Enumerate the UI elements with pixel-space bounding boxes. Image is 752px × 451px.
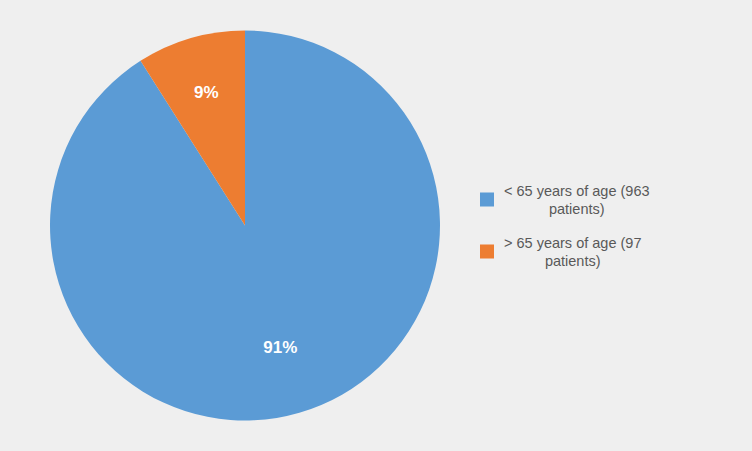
legend-label-line: > 65 years of age (97 — [504, 235, 641, 251]
legend-label: < 65 years of age (963 patients) — [504, 183, 650, 217]
legend-item: > 65 years of age (97 patients) — [480, 235, 641, 269]
data-label: 9% — [194, 83, 219, 102]
pie-slice — [141, 31, 245, 226]
legend-swatch — [480, 245, 494, 259]
background — [0, 0, 752, 451]
legend-swatch — [480, 193, 494, 207]
legend: < 65 years of age (963patients)> 65 year… — [480, 183, 650, 269]
data-label: 91% — [263, 338, 297, 357]
legend-label: > 65 years of age (97 patients) — [504, 235, 641, 269]
pie-slice — [50, 31, 440, 421]
legend-item: < 65 years of age (963 patients) — [480, 183, 650, 217]
legend-label-line: patients) — [549, 201, 605, 217]
pie: 91% 9% — [50, 31, 440, 421]
legend-label-line: < 65 years of age (963 — [504, 183, 650, 199]
legend-label-line: patients) — [545, 253, 601, 269]
chart: 91%9%< 65 years of age (963patients)> 65… — [0, 0, 752, 451]
